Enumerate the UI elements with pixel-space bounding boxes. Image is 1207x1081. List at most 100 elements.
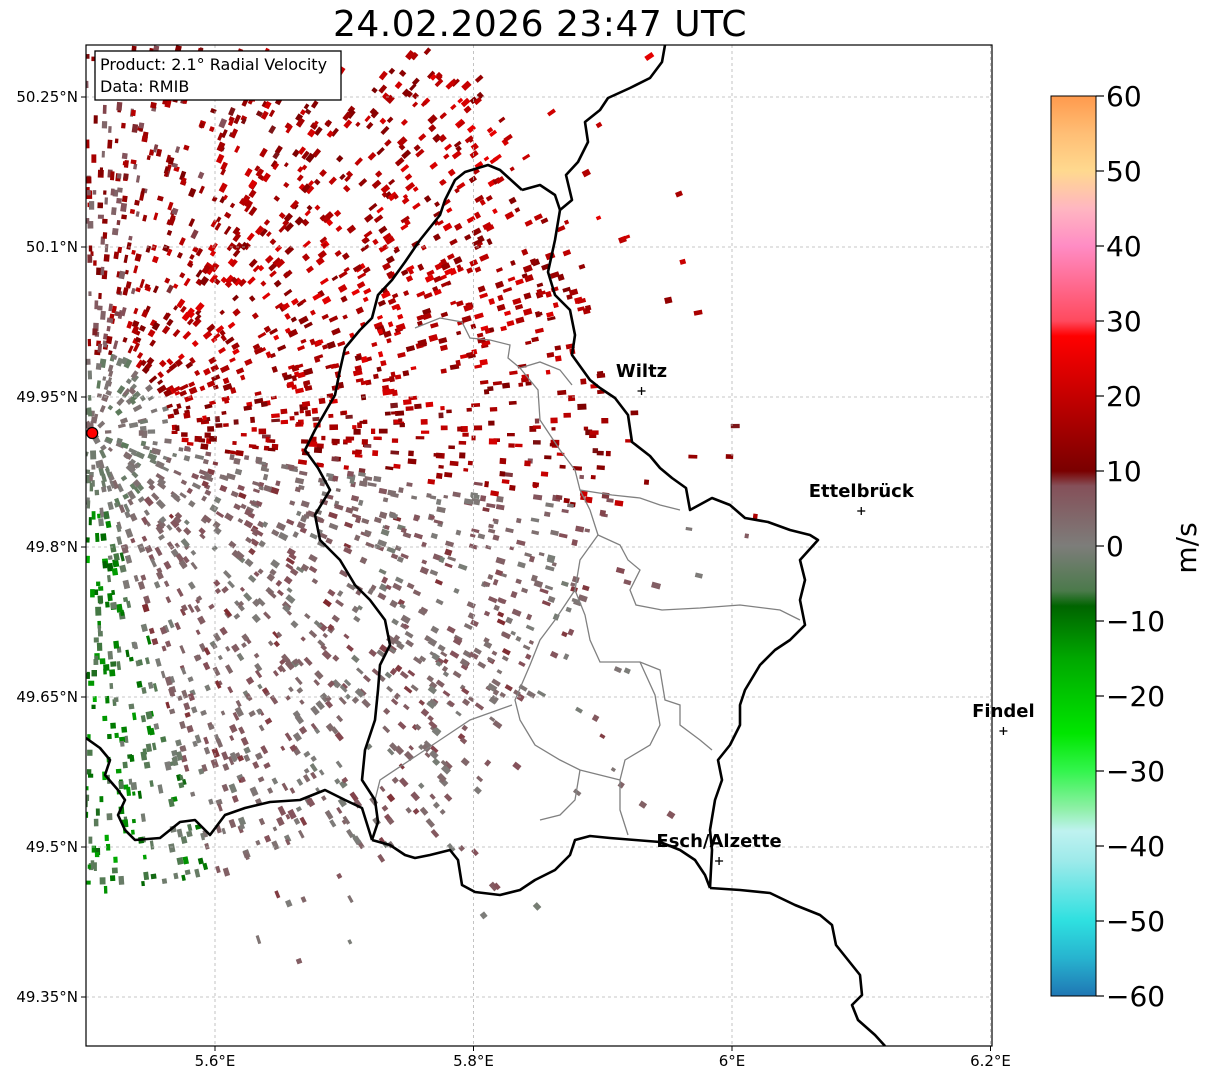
echo-bin (350, 495, 360, 502)
echo-bin (351, 696, 360, 704)
echo-bin (285, 518, 295, 526)
echo-bin (270, 160, 278, 168)
echo-bin (132, 642, 139, 650)
echo-bin (302, 240, 312, 249)
echo-bin (248, 189, 257, 198)
echo-bin (638, 800, 648, 809)
echo-bin (386, 338, 392, 344)
echo-bin (473, 647, 482, 655)
echo-bin (107, 404, 114, 411)
echo-bin (430, 532, 438, 540)
echo-bin (258, 817, 266, 826)
echo-bin (511, 608, 522, 617)
echo-bin (263, 219, 271, 226)
echo-bin (394, 81, 403, 90)
echo-bin (378, 243, 389, 253)
echo-bin (175, 739, 182, 747)
echo-bin (194, 314, 202, 322)
echo-bin (121, 726, 128, 733)
echo-bin (222, 383, 233, 392)
echo-bin (212, 520, 221, 529)
echo-bin (248, 206, 258, 217)
echo-bin (238, 278, 247, 287)
echo-bin (213, 496, 222, 504)
echo-bin (227, 119, 234, 127)
echo-bin (380, 290, 391, 299)
colorbar-tick-label: 50 (1106, 155, 1142, 188)
echo-bin (398, 777, 409, 788)
echo-bin (489, 327, 495, 333)
echo-bin (109, 682, 114, 690)
echo-bin (454, 222, 463, 231)
echo-bin (120, 356, 129, 365)
echo-bin (346, 470, 354, 477)
echo-bin (215, 511, 225, 518)
echo-bin (356, 281, 366, 289)
echo-bin (306, 797, 316, 808)
echo-bin (221, 586, 229, 594)
echo-bin (185, 405, 191, 410)
echo-bin (382, 232, 392, 241)
echo-bin (204, 684, 211, 692)
echo-bin (313, 447, 323, 454)
echo-bin (254, 752, 263, 761)
echo-bin (289, 199, 300, 210)
echo-bin (442, 690, 451, 698)
echo-bin (435, 472, 443, 479)
echo-bin (178, 782, 185, 789)
echo-bin (283, 212, 294, 223)
echo-bin (86, 500, 91, 509)
echo-bin (679, 258, 687, 265)
colorbar-gradient (1050, 95, 1097, 997)
echo-bin (331, 327, 341, 336)
echo-bin (313, 354, 324, 360)
echo-bin (203, 746, 211, 755)
echo-bin (389, 512, 398, 520)
echo-bin (343, 266, 350, 273)
echo-bin (123, 173, 129, 180)
echo-bin (183, 519, 190, 526)
echo-bin (585, 429, 593, 436)
echo-bin (397, 352, 406, 359)
echo-bin (113, 697, 119, 703)
echo-bin (116, 397, 125, 407)
echo-bin (539, 588, 549, 595)
echo-bin (457, 97, 464, 104)
echo-bin (252, 598, 261, 608)
echo-bin (202, 514, 212, 524)
echo-bin (473, 481, 483, 486)
echo-bin (466, 601, 476, 609)
echo-bin (215, 738, 224, 748)
echo-bin (443, 153, 450, 160)
echo-bin (295, 806, 302, 813)
echo-bin (575, 525, 585, 533)
echo-bin (440, 281, 449, 288)
echo-bin (610, 767, 617, 773)
echo-bin (144, 283, 151, 290)
echo-bin (214, 680, 222, 689)
echo-bin (398, 487, 404, 494)
echo-bin (168, 362, 178, 371)
echo-bin (98, 449, 107, 459)
echo-bin (253, 652, 260, 659)
echo-bin (269, 352, 276, 359)
echo-bin (343, 119, 353, 129)
echo-bin (141, 366, 150, 374)
echo-bin (140, 574, 147, 581)
echo-bin (431, 652, 440, 662)
echo-bin (422, 307, 432, 316)
echo-bin (391, 776, 399, 784)
echo-bin (536, 690, 547, 698)
echo-bin (398, 763, 405, 770)
echo-bin (438, 337, 448, 344)
echo-bin (165, 596, 172, 604)
info-source: Data: RMIB (100, 77, 189, 96)
echo-bin (352, 264, 363, 273)
echo-bin (522, 644, 531, 651)
echo-bin (575, 706, 583, 714)
echo-bin (395, 322, 406, 332)
echo-bin (188, 311, 195, 319)
echo-bin (450, 103, 457, 111)
echo-bin (229, 357, 236, 363)
echo-bin (216, 141, 226, 152)
